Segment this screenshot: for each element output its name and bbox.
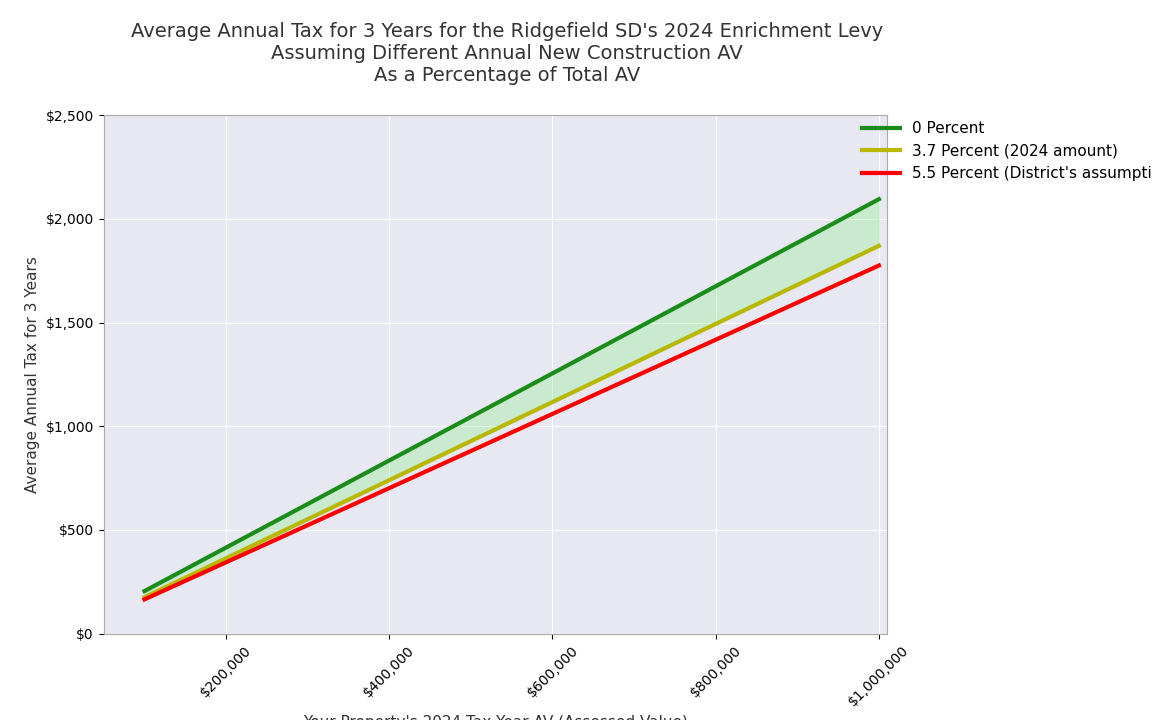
Text: Average Annual Tax for 3 Years for the Ridgefield SD's 2024 Enrichment Levy
Assu: Average Annual Tax for 3 Years for the R… (131, 22, 882, 85)
X-axis label: Your Property's 2024 Tax Year AV (Assessed Value): Your Property's 2024 Tax Year AV (Assess… (303, 715, 688, 720)
Legend: 0 Percent, 3.7 Percent (2024 amount), 5.5 Percent (District's assumption): 0 Percent, 3.7 Percent (2024 amount), 5.… (856, 115, 1152, 187)
Y-axis label: Average Annual Tax for 3 Years: Average Annual Tax for 3 Years (25, 256, 40, 492)
